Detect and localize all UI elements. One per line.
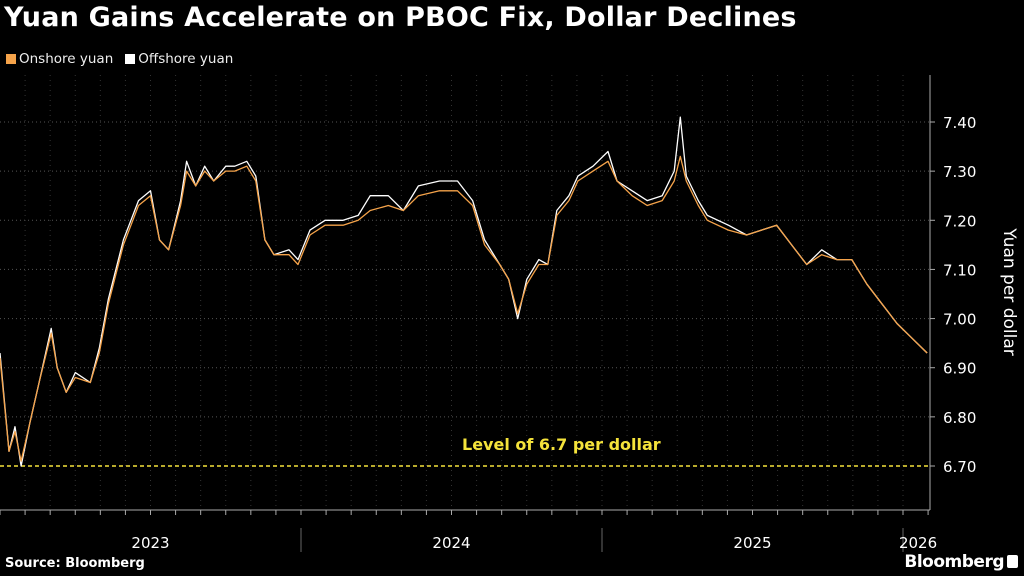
- annotation-label: Level of 6.7 per dollar: [462, 435, 661, 454]
- y-axis-label: Yuan per dollar: [999, 227, 1019, 356]
- x-tick-label: 2023: [131, 534, 169, 552]
- legend-item-onshore: Onshore yuan: [6, 51, 113, 67]
- x-tick-label: 2024: [432, 534, 470, 552]
- y-tick-label: 7.30: [943, 163, 976, 181]
- chart-title: Yuan Gains Accelerate on PBOC Fix, Dolla…: [4, 2, 797, 33]
- brand-text: Bloomberg: [904, 552, 1004, 572]
- y-tick-label: 6.70: [943, 458, 976, 476]
- series-line-onshore: [0, 155, 928, 462]
- bloomberg-chart-icon: [1007, 555, 1018, 568]
- y-tick-label: 7.40: [943, 114, 976, 132]
- x-tick-label: 2025: [733, 534, 771, 552]
- legend-item-offshore: Offshore yuan: [125, 51, 233, 67]
- legend-swatch-onshore: [6, 54, 16, 64]
- y-tick-label: 7.10: [943, 261, 976, 279]
- source-note: Source: Bloomberg: [5, 556, 145, 571]
- legend: Onshore yuan Offshore yuan: [6, 51, 233, 67]
- y-tick-label: 7.20: [943, 212, 976, 230]
- legend-label-onshore: Onshore yuan: [19, 51, 114, 67]
- legend-label-offshore: Offshore yuan: [138, 51, 234, 67]
- y-tick-label: 6.80: [943, 409, 976, 427]
- bloomberg-logo: Bloomberg: [904, 552, 1018, 572]
- legend-swatch-offshore: [125, 54, 136, 64]
- y-tick-label: 7.00: [943, 311, 976, 329]
- x-tick-label: 2026: [899, 534, 937, 552]
- series-line-offshore: [0, 116, 928, 467]
- y-tick-label: 6.90: [943, 360, 976, 378]
